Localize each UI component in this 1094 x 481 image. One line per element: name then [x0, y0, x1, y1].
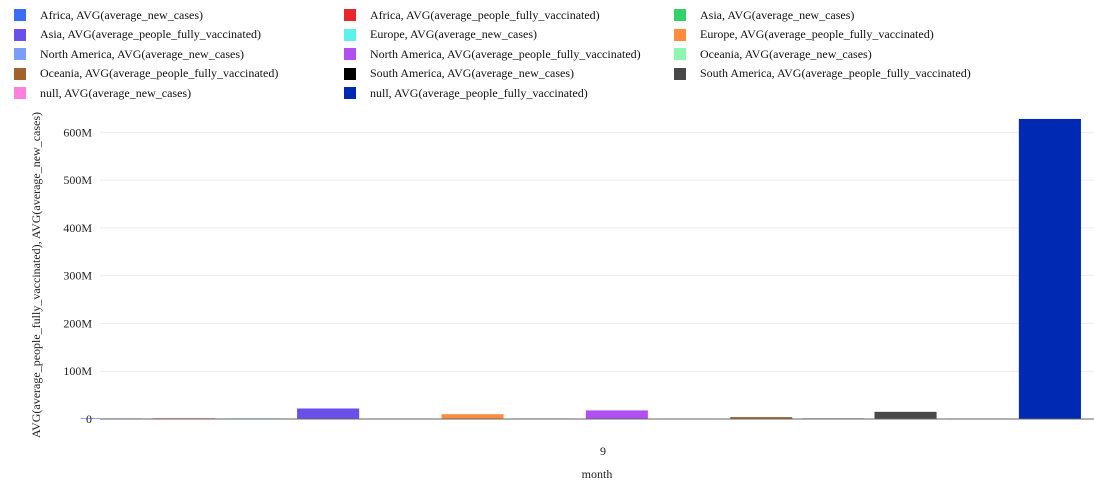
legend-label: North America, AVG(average_people_fully_… [370, 46, 641, 61]
x-axis-title: month [582, 467, 613, 481]
legend-swatch [14, 28, 26, 41]
legend-item[interactable]: null, AVG(average_people_fully_vaccinate… [344, 84, 588, 102]
legend-label: Africa, AVG(average_people_fully_vaccina… [370, 7, 600, 22]
y-tick-label: 400M [63, 221, 92, 235]
legend-label: Asia, AVG(average_people_fully_vaccinate… [40, 27, 262, 41]
legend-label: North America, AVG(average_new_cases) [40, 46, 245, 61]
legend-label: Europe, AVG(average_people_fully_vaccina… [700, 27, 934, 41]
legend-label: Africa, AVG(average_new_cases) [40, 7, 204, 22]
legend-label: Oceania, AVG(average_new_cases) [700, 46, 872, 61]
legend-swatch [344, 28, 356, 41]
chart-legend: Africa, AVG(average_new_cases) Africa, AV… [14, 6, 1084, 102]
y-tick-label: 100M [63, 364, 92, 378]
legend-item[interactable]: Africa, AVG(average_people_fully_vaccina… [344, 6, 600, 24]
legend-swatch [344, 67, 356, 80]
legend-swatch [344, 9, 356, 21]
legend-item[interactable]: South America, AVG(average_people_fully_… [674, 65, 971, 83]
y-axis: 0 100M 200M 300M 400M 500M 600M [63, 125, 92, 426]
bar[interactable] [297, 408, 360, 419]
bar[interactable] [441, 414, 504, 419]
legend-swatch [344, 48, 356, 60]
y-tick-label: 600M [63, 125, 92, 139]
legend-label: Europe, AVG(average_new_cases) [370, 27, 538, 41]
legend-item[interactable]: Oceania, AVG(average_people_fully_vaccin… [14, 65, 278, 83]
y-tick-label: 300M [63, 269, 92, 283]
x-axis: 9 [600, 444, 606, 458]
legend-item[interactable]: Africa, AVG(average_new_cases) [14, 6, 203, 24]
legend-label: South America, AVG(average_new_cases) [370, 66, 575, 80]
legend-item[interactable]: Europe, AVG(average_people_fully_vaccina… [674, 26, 934, 44]
y-tick-label: 500M [63, 173, 92, 187]
legend-swatch [14, 9, 26, 21]
legend-swatch [674, 48, 686, 60]
legend-swatch [674, 28, 686, 41]
legend-swatch [674, 9, 686, 21]
bar[interactable] [585, 410, 648, 419]
legend-label: Asia, AVG(average_new_cases) [700, 7, 855, 22]
legend-label: Oceania, AVG(average_people_fully_vaccin… [40, 66, 279, 80]
legend-label: null, AVG(average_new_cases) [40, 85, 192, 100]
bar-series [80, 118, 1081, 419]
gridlines [100, 131, 1094, 372]
y-axis-title: AVG(average_people_fully_vaccinated), AV… [29, 112, 43, 438]
legend-item[interactable]: Oceania, AVG(average_new_cases) [674, 45, 872, 63]
legend-item[interactable]: Asia, AVG(average_new_cases) [674, 6, 854, 24]
bar[interactable] [730, 417, 793, 419]
legend-swatch [674, 67, 686, 80]
legend-label: null, AVG(average_people_fully_vaccinate… [370, 85, 588, 100]
y-tick-label: 200M [63, 316, 92, 330]
legend-item[interactable]: South America, AVG(average_new_cases) [344, 65, 574, 83]
legend-swatch [14, 67, 26, 80]
legend-swatch [14, 48, 26, 60]
legend-item[interactable]: North America, AVG(average_people_fully_… [344, 45, 641, 63]
legend-swatch [344, 87, 356, 99]
bar[interactable] [1018, 118, 1081, 419]
bar[interactable] [874, 411, 937, 419]
x-tick-label: 9 [600, 444, 606, 458]
legend-label: South America, AVG(average_people_fully_… [700, 66, 971, 80]
legend-item[interactable]: North America, AVG(average_new_cases) [14, 45, 244, 63]
y-tick-label: 0 [86, 412, 92, 426]
legend-swatch [14, 87, 26, 99]
legend-item[interactable]: Europe, AVG(average_new_cases) [344, 26, 537, 44]
legend-item[interactable]: Asia, AVG(average_people_fully_vaccinate… [14, 26, 261, 44]
legend-item[interactable]: null, AVG(average_new_cases) [14, 84, 191, 102]
